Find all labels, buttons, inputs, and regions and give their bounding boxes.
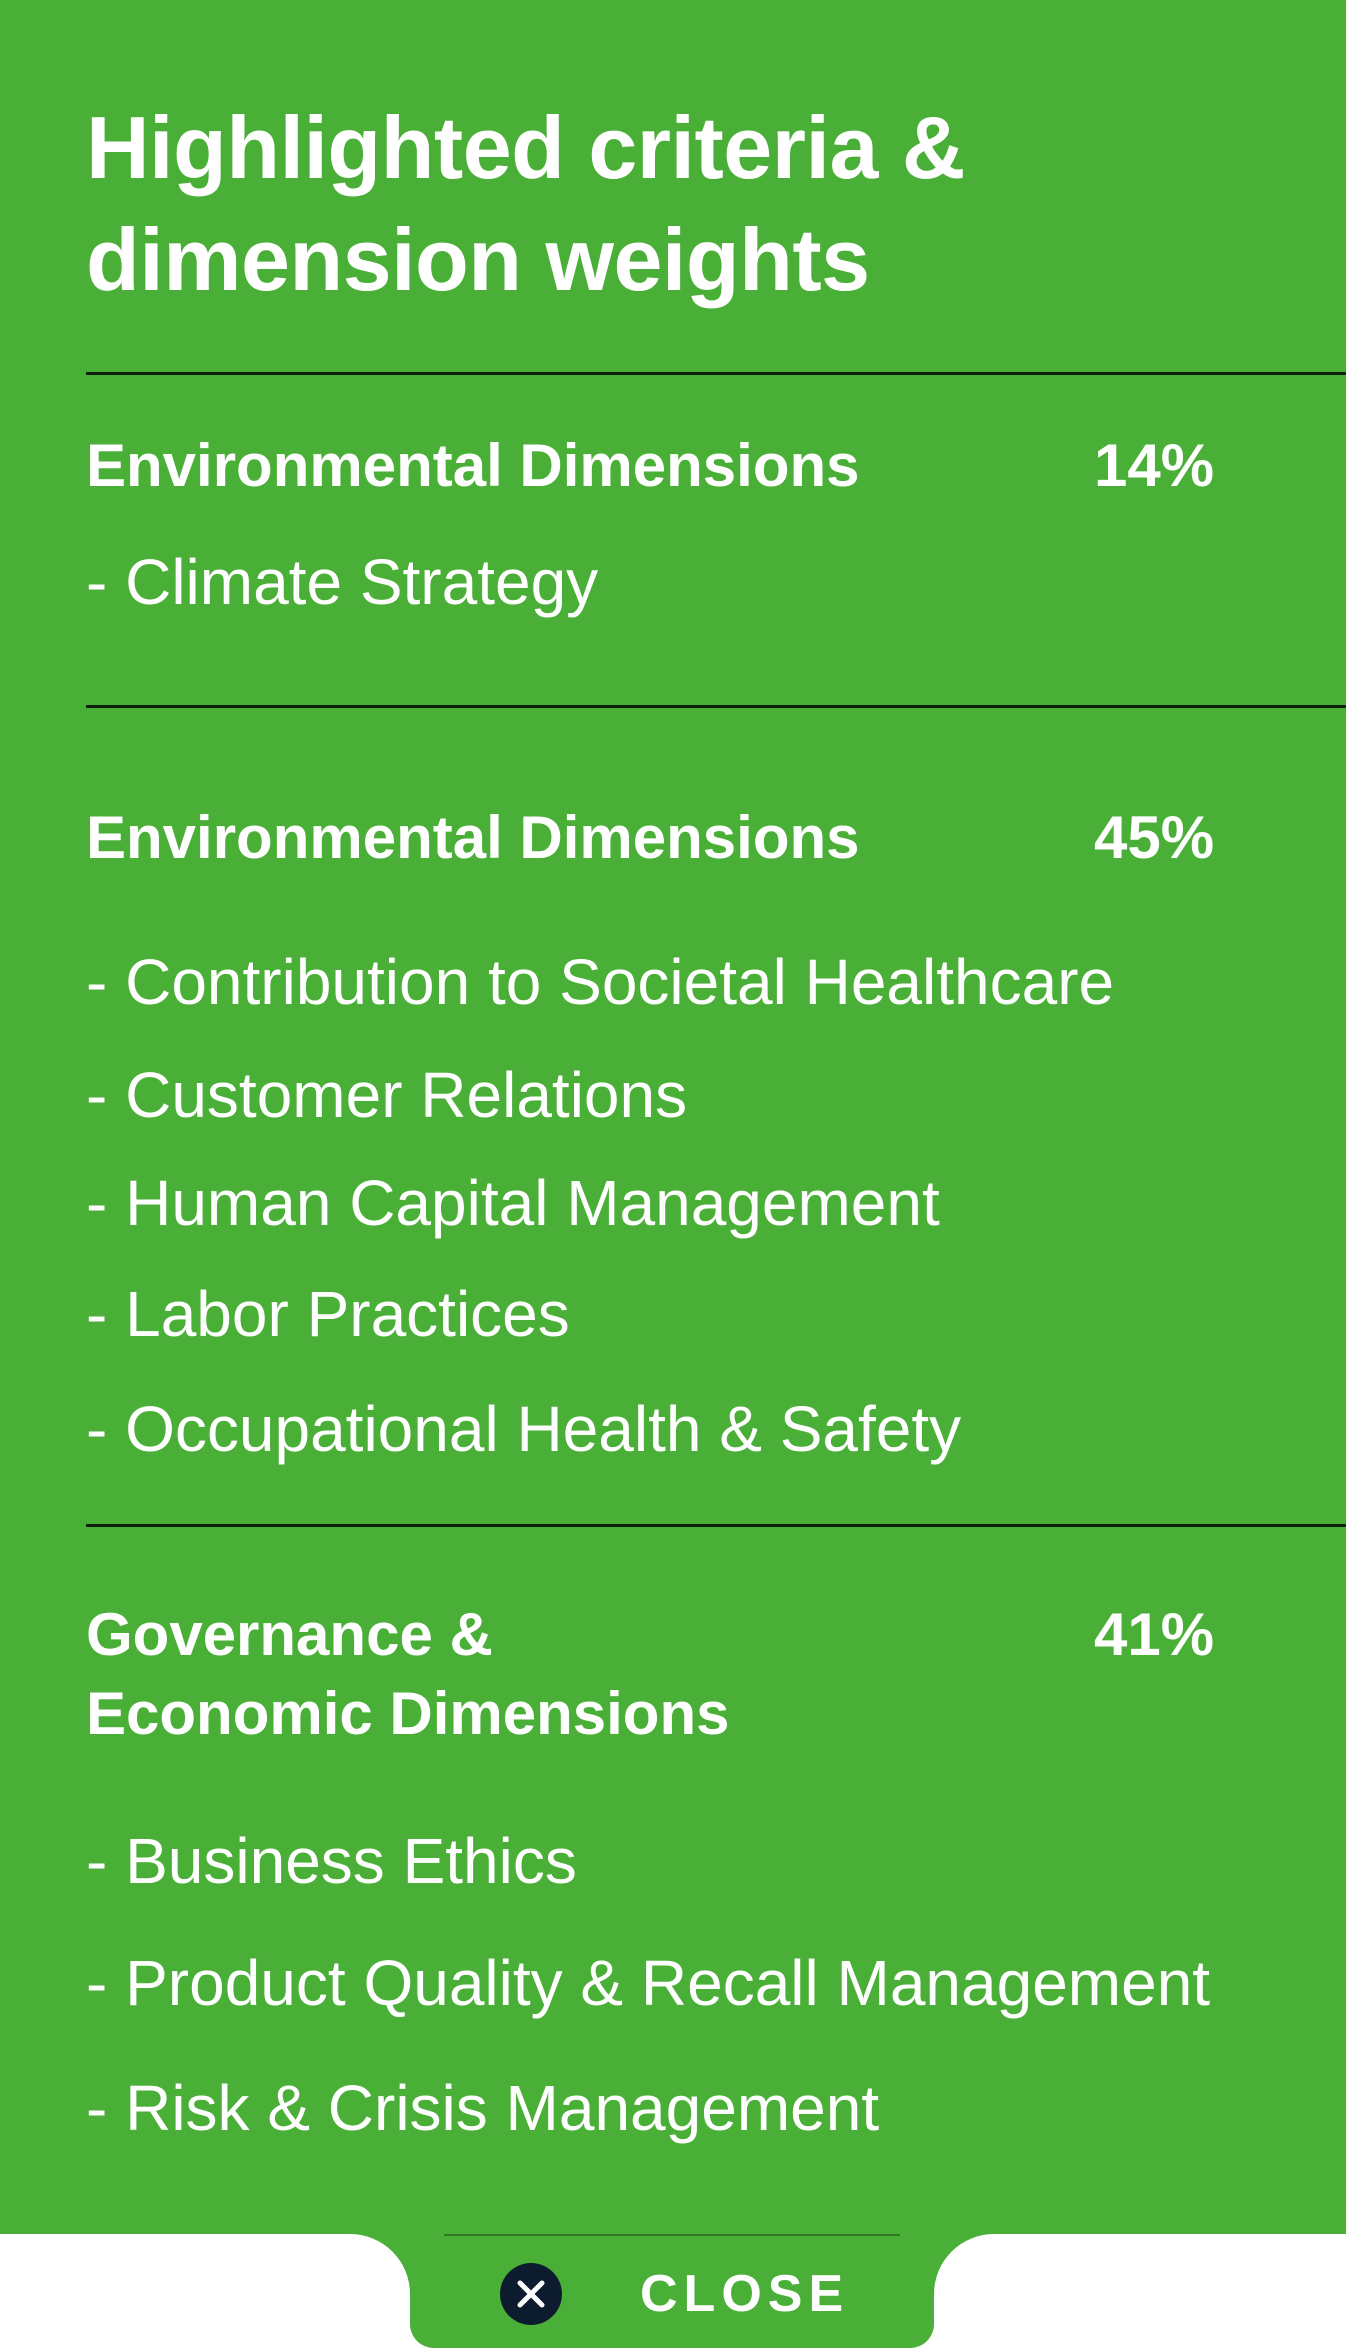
section-divider <box>86 372 1346 375</box>
close-button[interactable]: CLOSE <box>500 2258 843 2330</box>
close-tab-shoulder <box>350 2234 410 2294</box>
section-divider <box>86 1524 1346 1527</box>
panel-title: Highlighted criteria & dimension weights <box>86 98 965 309</box>
section-weight: 14% <box>1094 432 1215 499</box>
close-tab <box>410 2180 934 2348</box>
criteria-item: - Human Capital Management <box>86 1167 940 1239</box>
criteria-item: - Occupational Health & Safety <box>86 1393 962 1465</box>
criteria-panel: Highlighted criteria & dimension weights… <box>0 0 1346 2234</box>
section-divider <box>86 705 1346 708</box>
close-tab-shoulder <box>934 2234 994 2294</box>
section-weight: 45% <box>1094 804 1215 871</box>
criteria-item: - Business Ethics <box>86 1825 577 1897</box>
close-icon[interactable] <box>500 2263 562 2325</box>
criteria-item: - Customer Relations <box>86 1059 688 1131</box>
criteria-item: - Risk & Crisis Management <box>86 2072 880 2144</box>
section-heading: Governance & <box>86 1601 493 1668</box>
close-tab-divider <box>444 2234 900 2236</box>
criteria-item: - Climate Strategy <box>86 546 599 618</box>
criteria-item: - Product Quality & Recall Management <box>86 1947 1211 2019</box>
criteria-item: - Contribution to Societal Healthcare <box>86 946 1115 1018</box>
section-heading-continued: Economic Dimensions <box>86 1680 730 1747</box>
criteria-item: - Labor Practices <box>86 1278 570 1350</box>
section-heading: Environmental Dimensions <box>86 432 860 499</box>
section-heading: Environmental Dimensions <box>86 804 860 871</box>
close-label: CLOSE <box>640 2265 850 2323</box>
section-weight: 41% <box>1094 1601 1215 1668</box>
